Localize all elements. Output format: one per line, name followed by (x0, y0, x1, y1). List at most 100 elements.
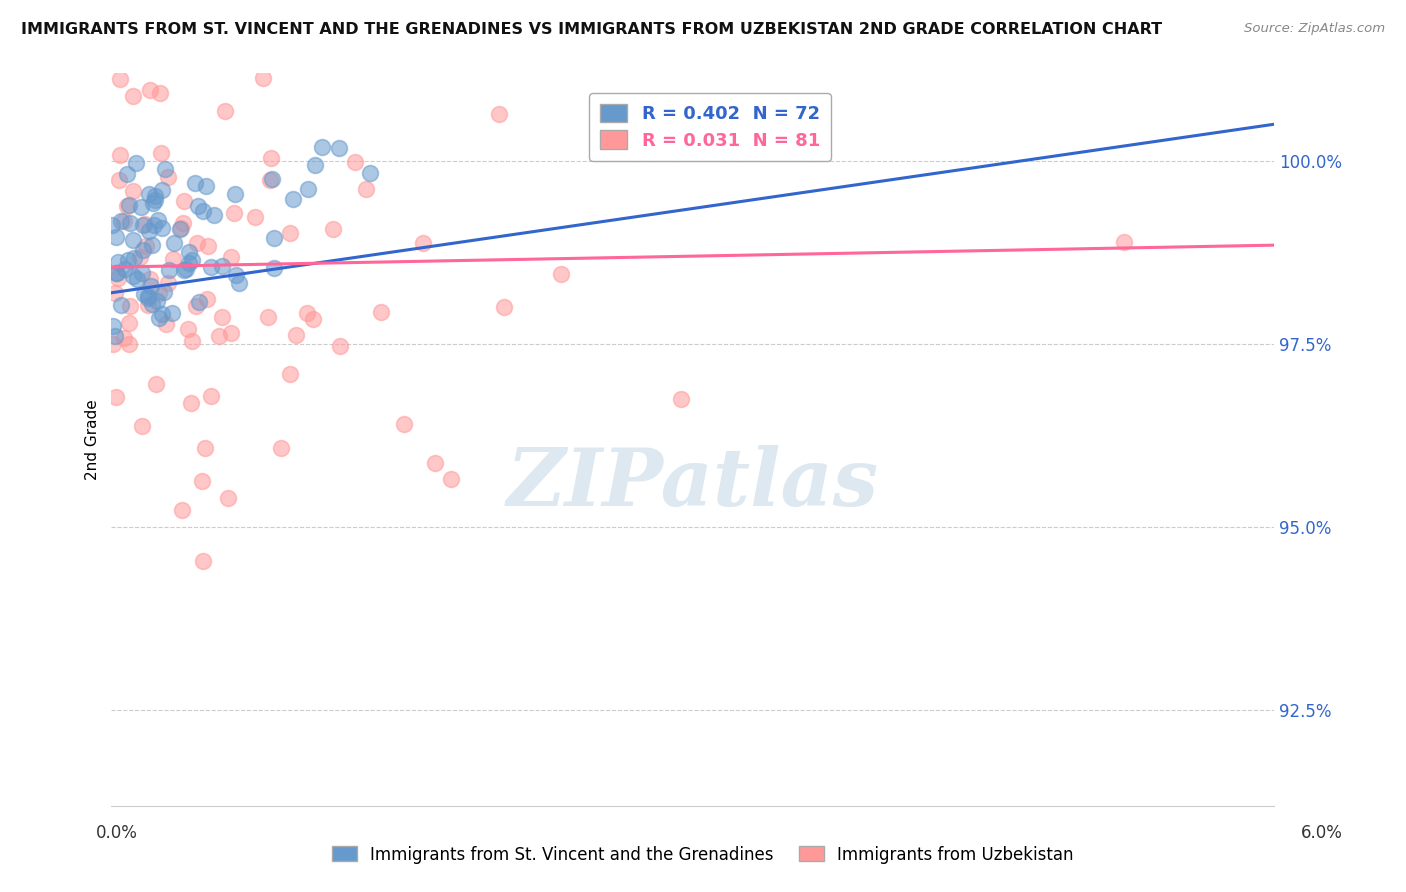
Legend: Immigrants from St. Vincent and the Grenadines, Immigrants from Uzbekistan: Immigrants from St. Vincent and the Gren… (326, 839, 1080, 871)
Legend: R = 0.402  N = 72, R = 0.031  N = 81: R = 0.402 N = 72, R = 0.031 N = 81 (589, 93, 831, 161)
Point (669, 392, 692, 406)
Point (150, 220, 173, 235)
Point (100, 218, 122, 232)
Point (163, 236, 186, 251)
Point (136, 298, 159, 312)
Point (187, 199, 209, 213)
Point (423, 456, 446, 470)
Point (263, 260, 285, 275)
Point (270, 441, 292, 455)
Point (329, 339, 352, 353)
Point (157, 262, 180, 277)
Point (143, 193, 166, 207)
Point (139, 272, 162, 286)
Point (145, 189, 167, 203)
Point (118, 336, 141, 351)
Point (105, 21, 128, 36)
Point (191, 554, 214, 568)
Point (131, 418, 153, 433)
Point (148, 286, 170, 301)
Point (184, 299, 207, 313)
Point (302, 312, 325, 326)
Point (115, 168, 138, 182)
Point (370, 304, 392, 318)
Point (118, 316, 141, 330)
Point (200, 389, 222, 403)
Point (145, 377, 167, 392)
Text: 6.0%: 6.0% (1301, 824, 1343, 842)
Point (243, 210, 266, 224)
Point (343, 155, 366, 169)
Text: IMMIGRANTS FROM ST. VINCENT AND THE GRENADINES VS IMMIGRANTS FROM UZBEKISTAN 2ND: IMMIGRANTS FROM ST. VINCENT AND THE GREN… (21, 22, 1163, 37)
Point (150, 307, 173, 321)
Point (211, 310, 233, 324)
Point (138, 224, 160, 238)
Point (195, 292, 218, 306)
Point (124, 6, 146, 21)
Point (108, 173, 131, 187)
Point (311, 140, 333, 154)
Point (172, 217, 194, 231)
Point (328, 141, 350, 155)
Point (141, 296, 163, 310)
Point (131, 266, 153, 280)
Point (118, 299, 141, 313)
Point (153, 285, 176, 299)
Point (134, 217, 156, 231)
Point (114, 262, 136, 277)
Point (187, 294, 209, 309)
Point (394, 417, 416, 432)
Point (550, 267, 572, 281)
Point (278, 226, 301, 240)
Point (494, 301, 516, 315)
Point (224, 186, 246, 201)
Point (191, 475, 214, 489)
Point (121, 185, 143, 199)
Point (156, 170, 179, 185)
Point (129, 200, 152, 214)
Point (225, 268, 247, 282)
Text: Source: ZipAtlas.com: Source: ZipAtlas.com (1244, 22, 1385, 36)
Point (260, 172, 283, 186)
Point (211, 259, 233, 273)
Point (194, 179, 217, 194)
Point (104, 286, 127, 301)
Point (219, 250, 242, 264)
Point (177, 245, 200, 260)
Point (132, 243, 155, 257)
Point (136, 291, 159, 305)
Point (136, 289, 159, 303)
Point (181, 334, 204, 348)
Point (169, 222, 191, 236)
Point (118, 216, 141, 230)
Point (112, 331, 135, 345)
Point (155, 317, 177, 331)
Point (184, 176, 207, 190)
Point (170, 220, 193, 235)
Point (208, 329, 231, 343)
Point (132, 287, 155, 301)
Point (124, 251, 146, 265)
Point (356, 182, 378, 196)
Point (322, 221, 344, 235)
Point (156, 277, 179, 291)
Point (110, 148, 132, 162)
Point (281, 192, 304, 206)
Point (359, 166, 381, 180)
Point (179, 256, 201, 270)
Point (176, 262, 198, 277)
Text: 0.0%: 0.0% (96, 824, 138, 842)
Point (440, 472, 463, 486)
Point (125, 156, 148, 170)
Point (284, 328, 307, 343)
Point (194, 442, 217, 456)
Point (412, 236, 434, 251)
Point (263, 231, 285, 245)
Point (150, 183, 173, 197)
Point (181, 252, 204, 267)
Point (252, 70, 274, 85)
Point (257, 310, 280, 325)
Point (122, 233, 145, 247)
Point (202, 208, 225, 222)
Point (200, 260, 222, 275)
